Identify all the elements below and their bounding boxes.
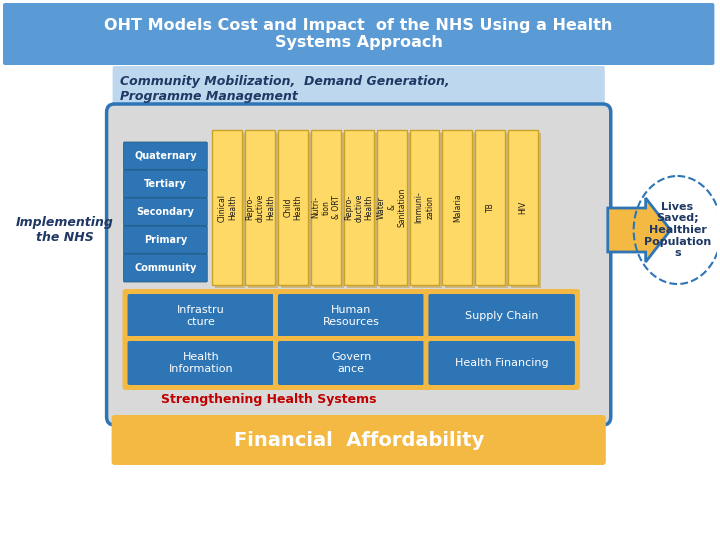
FancyBboxPatch shape <box>281 133 311 288</box>
FancyBboxPatch shape <box>127 341 274 385</box>
Text: Repro-
ductive
Health: Repro- ductive Health <box>245 193 275 222</box>
FancyBboxPatch shape <box>446 133 475 288</box>
Polygon shape <box>608 198 670 262</box>
FancyBboxPatch shape <box>215 133 245 288</box>
FancyBboxPatch shape <box>278 130 308 285</box>
FancyBboxPatch shape <box>442 130 472 285</box>
FancyBboxPatch shape <box>278 294 425 338</box>
FancyBboxPatch shape <box>124 226 207 254</box>
Text: Community: Community <box>134 263 197 273</box>
FancyBboxPatch shape <box>410 130 439 285</box>
FancyBboxPatch shape <box>112 415 606 465</box>
Text: Infrastru
cture: Infrastru cture <box>177 305 225 327</box>
FancyBboxPatch shape <box>124 142 207 170</box>
FancyBboxPatch shape <box>273 289 429 343</box>
Text: Clinical
Health: Clinical Health <box>217 193 237 221</box>
FancyBboxPatch shape <box>379 133 410 288</box>
FancyBboxPatch shape <box>314 133 343 288</box>
FancyBboxPatch shape <box>124 198 207 226</box>
FancyBboxPatch shape <box>112 66 605 112</box>
FancyBboxPatch shape <box>273 336 429 390</box>
FancyBboxPatch shape <box>511 133 541 288</box>
FancyBboxPatch shape <box>122 289 279 343</box>
FancyBboxPatch shape <box>423 336 580 390</box>
FancyBboxPatch shape <box>478 133 508 288</box>
Text: Immuni-
zation: Immuni- zation <box>415 192 434 224</box>
Text: Tertiary: Tertiary <box>144 179 186 189</box>
Text: Implementing
the NHS: Implementing the NHS <box>16 216 114 244</box>
Text: Malaria: Malaria <box>453 193 462 222</box>
FancyBboxPatch shape <box>428 294 575 338</box>
FancyBboxPatch shape <box>377 130 407 285</box>
FancyBboxPatch shape <box>248 133 278 288</box>
FancyBboxPatch shape <box>347 133 377 288</box>
FancyBboxPatch shape <box>124 254 207 282</box>
FancyBboxPatch shape <box>107 104 611 425</box>
Text: Supply Chain: Supply Chain <box>465 311 539 321</box>
Text: Nutri-
tion
& ORT: Nutri- tion & ORT <box>311 195 341 219</box>
FancyBboxPatch shape <box>122 336 279 390</box>
Text: Strengthening Health Systems: Strengthening Health Systems <box>161 394 377 407</box>
FancyBboxPatch shape <box>423 289 580 343</box>
Text: Lives
Saved;
Healthier
Population
s: Lives Saved; Healthier Population s <box>644 202 711 258</box>
Text: Quaternary: Quaternary <box>134 151 197 161</box>
FancyBboxPatch shape <box>413 133 442 288</box>
FancyBboxPatch shape <box>278 341 425 385</box>
Text: OHT Models Cost and Impact  of the NHS Using a Health
Systems Approach: OHT Models Cost and Impact of the NHS Us… <box>104 18 613 50</box>
Text: HIV: HIV <box>518 201 528 214</box>
FancyBboxPatch shape <box>124 170 207 198</box>
FancyBboxPatch shape <box>212 130 242 285</box>
Text: Primary: Primary <box>144 235 187 245</box>
FancyBboxPatch shape <box>428 341 575 385</box>
Text: Health
Information: Health Information <box>168 352 233 374</box>
FancyBboxPatch shape <box>3 3 714 65</box>
Text: Water
&
Sanitation: Water & Sanitation <box>377 188 407 227</box>
FancyBboxPatch shape <box>245 130 275 285</box>
FancyBboxPatch shape <box>475 130 505 285</box>
Text: Govern
ance: Govern ance <box>331 352 372 374</box>
FancyBboxPatch shape <box>127 294 274 338</box>
Text: TB: TB <box>486 202 495 212</box>
Text: Community Mobilization,  Demand Generation,
Programme Management: Community Mobilization, Demand Generatio… <box>120 75 449 103</box>
FancyBboxPatch shape <box>343 130 374 285</box>
Text: Health Financing: Health Financing <box>455 358 549 368</box>
Text: Human
Resources: Human Resources <box>323 305 379 327</box>
FancyBboxPatch shape <box>508 130 538 285</box>
Text: Secondary: Secondary <box>137 207 194 217</box>
Text: Repro-
ductive
Health: Repro- ductive Health <box>343 193 374 222</box>
FancyBboxPatch shape <box>311 130 341 285</box>
Text: Child
Health: Child Health <box>283 195 302 220</box>
Text: Financial  Affordability: Financial Affordability <box>233 430 484 449</box>
